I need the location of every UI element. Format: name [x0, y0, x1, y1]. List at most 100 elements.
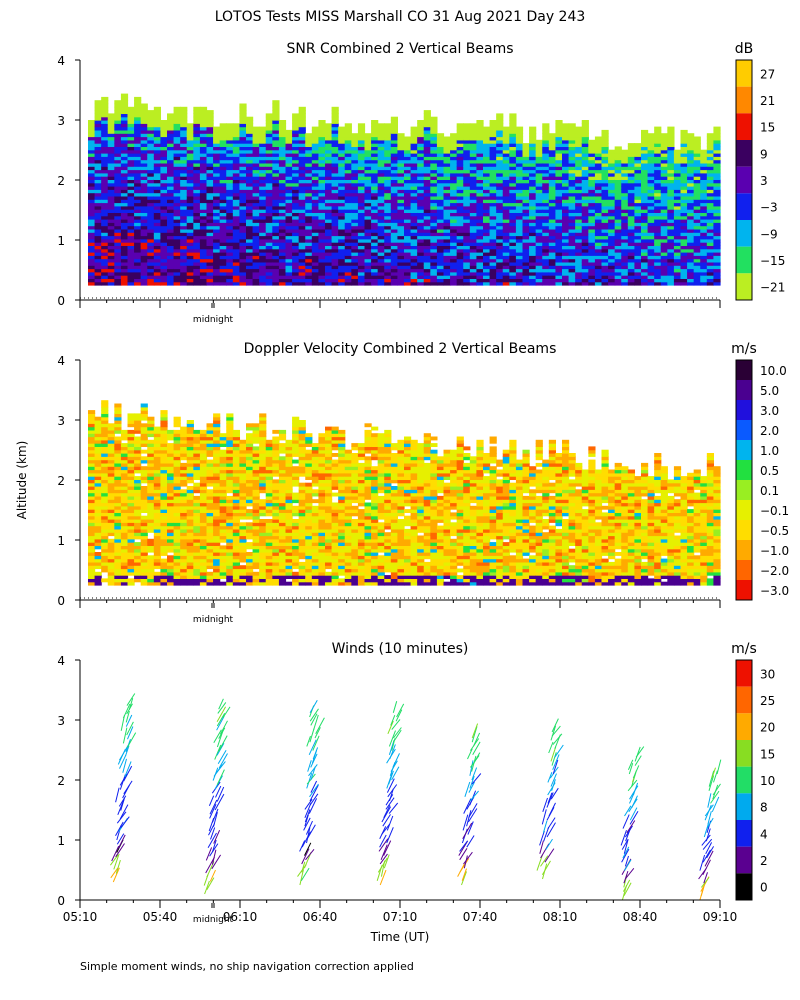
heatmap-cell: [94, 248, 102, 253]
heatmap-cell: [654, 156, 662, 161]
heatmap-cell: [167, 139, 175, 144]
heatmap-cell: [496, 126, 504, 131]
heatmap-cell: [634, 245, 642, 250]
heatmap-cell: [568, 258, 576, 263]
heatmap-cell: [436, 248, 445, 253]
heatmap-cell: [101, 219, 109, 223]
heatmap-cell: [404, 139, 412, 144]
heatmap-cell: [660, 278, 668, 283]
heatmap-cell: [298, 169, 306, 174]
heatmap-cell: [509, 209, 517, 213]
heatmap-cell: [581, 156, 589, 161]
heatmap-cell: [94, 156, 102, 161]
heatmap-cell: [496, 281, 504, 286]
heatmap-cell: [673, 195, 682, 200]
heatmap-cell: [713, 271, 721, 276]
heatmap-cell: [120, 255, 129, 260]
heatmap-cell: [101, 159, 109, 164]
heatmap-cell: [94, 255, 102, 260]
heatmap-cell: [496, 186, 504, 190]
heatmap-cell: [239, 110, 247, 114]
heatmap-cell: [226, 169, 234, 174]
heatmap-cell: [634, 235, 642, 240]
heatmap-cell: [147, 139, 155, 144]
heatmap-cell: [660, 136, 668, 141]
heatmap-cell: [193, 195, 201, 200]
heatmap-cell: [364, 189, 372, 194]
heatmap-cell: [147, 205, 155, 210]
heatmap-cell: [180, 169, 188, 174]
heatmap-cell: [120, 139, 129, 144]
heatmap-cell: [344, 186, 352, 190]
heatmap-cell: [285, 176, 293, 180]
heatmap-cell: [568, 146, 576, 151]
heatmap-cell: [469, 212, 478, 217]
heatmap-cell: [469, 281, 478, 286]
heatmap-cell: [246, 199, 254, 204]
heatmap-cell: [390, 222, 399, 227]
heatmap-cell: [713, 268, 721, 273]
heatmap-cell: [278, 126, 287, 131]
heatmap-cell: [305, 192, 313, 197]
heatmap-cell: [529, 228, 537, 233]
heatmap-cell: [239, 139, 247, 144]
heatmap-cell: [153, 189, 162, 194]
heatmap-cell: [700, 271, 708, 276]
heatmap-cell: [450, 156, 458, 161]
heatmap-cell: [101, 205, 109, 210]
heatmap-cell: [515, 156, 524, 161]
heatmap-cell: [496, 225, 504, 230]
heatmap-cell: [680, 212, 688, 217]
heatmap-cell: [364, 186, 372, 190]
heatmap-cell: [568, 215, 576, 220]
heatmap-cell: [436, 222, 445, 227]
heatmap-cell: [357, 212, 366, 217]
heatmap-cell: [167, 133, 175, 138]
heatmap-cell: [706, 245, 715, 250]
heatmap-cell: [318, 192, 326, 197]
heatmap-cell: [331, 116, 339, 121]
heatmap-cell: [384, 172, 392, 177]
heatmap-cell: [364, 172, 372, 177]
heatmap-cell: [496, 159, 504, 164]
heatmap-cell: [548, 228, 557, 233]
heatmap-cell: [140, 179, 148, 184]
heatmap-cell: [265, 133, 273, 138]
heatmap-cell: [318, 232, 326, 237]
heatmap-cell: [213, 126, 221, 131]
heatmap-cell: [417, 182, 425, 187]
heatmap-cell: [364, 179, 372, 184]
heatmap-cell: [509, 199, 517, 204]
heatmap-cell: [318, 275, 326, 279]
heatmap-cell: [450, 252, 458, 256]
heatmap-cell: [647, 202, 655, 207]
heatmap-cell: [278, 235, 287, 240]
heatmap-cell: [219, 212, 227, 217]
heatmap-cell: [101, 252, 109, 256]
heatmap-cell: [417, 146, 425, 151]
heatmap-cell: [680, 136, 688, 141]
heatmap-cell: [542, 133, 550, 138]
heatmap-cell: [423, 209, 431, 213]
heatmap-cell: [219, 162, 227, 167]
heatmap-cell: [94, 139, 102, 144]
heatmap-cell: [430, 278, 438, 283]
heatmap-cell: [693, 228, 701, 233]
heatmap-cell: [107, 568, 115, 573]
heatmap-cell: [436, 166, 445, 171]
heatmap-cell: [305, 153, 313, 157]
heatmap-cell: [107, 575, 115, 579]
heatmap-cell: [568, 136, 576, 141]
heatmap-cell: [673, 235, 682, 240]
heatmap-cell: [167, 120, 175, 124]
heatmap-cell: [278, 245, 287, 250]
heatmap-cell: [483, 159, 491, 164]
heatmap-cell: [608, 182, 616, 187]
heatmap-cell: [548, 153, 557, 157]
heatmap-cell: [199, 255, 208, 260]
heatmap-cell: [397, 162, 405, 167]
heatmap-cell: [548, 199, 557, 204]
heatmap-cell: [147, 275, 155, 279]
heatmap-cell: [199, 242, 208, 246]
heatmap-cell: [529, 192, 537, 197]
